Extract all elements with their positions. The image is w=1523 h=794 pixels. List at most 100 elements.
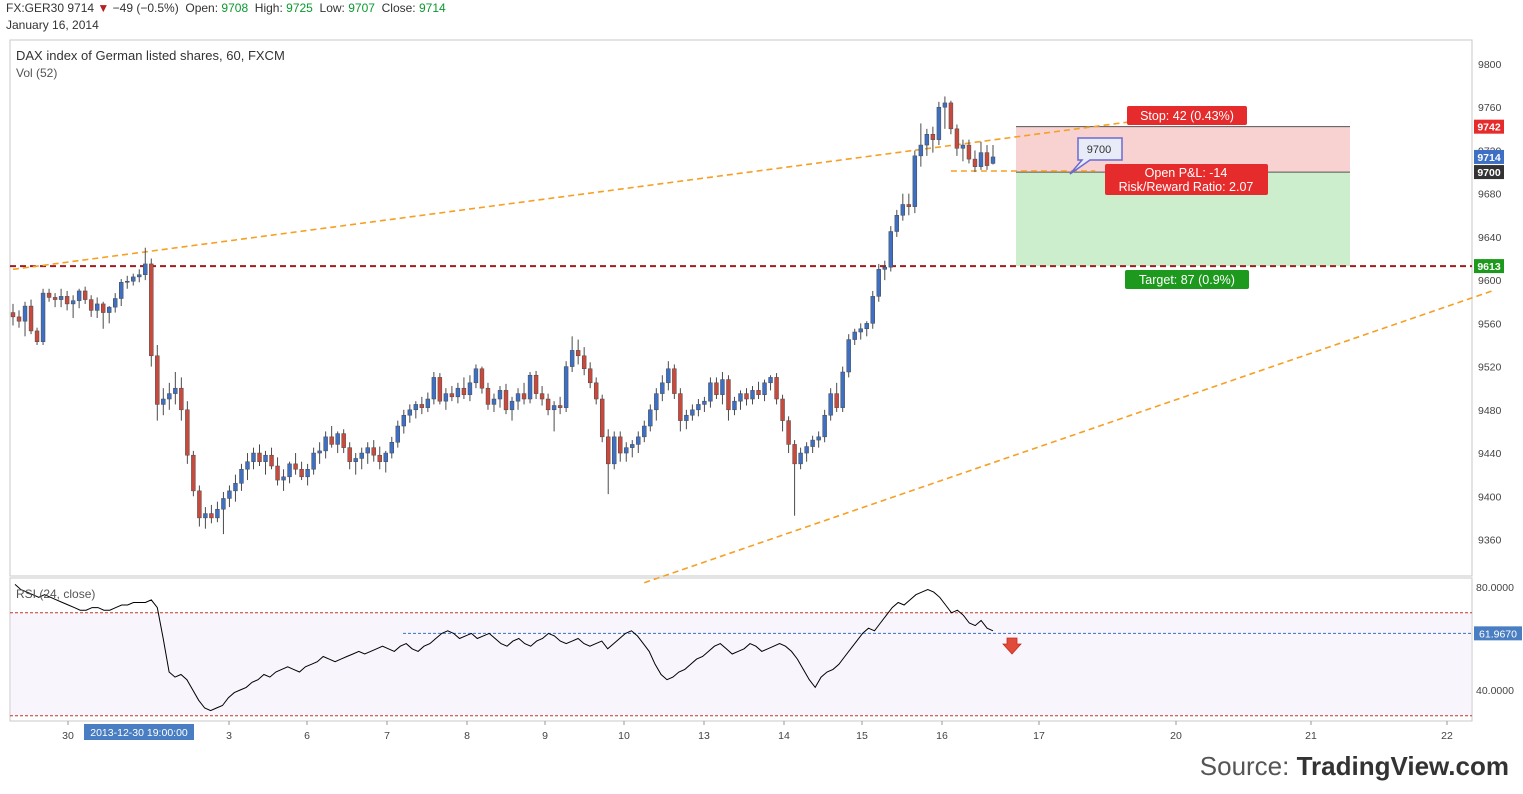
candle-body <box>846 339 851 373</box>
open-value: 9708 <box>221 1 249 15</box>
low-label: Low: <box>319 1 345 15</box>
time-tick-label: 21 <box>1305 730 1317 742</box>
candle-body <box>413 404 419 411</box>
rsi-last-label-box <box>1474 626 1522 641</box>
candle-body <box>948 102 954 130</box>
time-tick-label: 8 <box>464 730 470 742</box>
candle-body <box>106 306 112 313</box>
candle-body <box>197 490 202 519</box>
candle-body <box>557 405 563 408</box>
candle-body <box>936 106 942 140</box>
candle-body <box>587 368 593 384</box>
quote-date: January 16, 2014 <box>6 18 99 32</box>
candle-body <box>852 331 857 340</box>
candle-body <box>924 133 930 146</box>
price-tick-label: 9480 <box>1478 405 1502 417</box>
candle-body <box>455 387 461 398</box>
candle-body <box>762 382 767 395</box>
candle-body <box>894 215 900 232</box>
candle-body <box>275 465 280 481</box>
candle-body <box>563 366 569 408</box>
candle-body <box>70 300 76 305</box>
price-change: −49 (−0.5%) <box>112 1 179 15</box>
candle-body <box>593 382 599 400</box>
candle-body <box>870 296 875 324</box>
candle-body <box>660 382 665 394</box>
candle-body <box>648 409 653 427</box>
symbol-label[interactable]: FX:GER30 <box>6 1 65 15</box>
candle-body <box>708 382 713 402</box>
candle-body <box>64 296 70 305</box>
price-tick-label: 9360 <box>1478 535 1502 547</box>
candle-body <box>780 398 785 421</box>
candle-body <box>828 393 833 416</box>
candle-body <box>245 461 250 470</box>
chart-title: DAX index of German listed shares, 60, F… <box>16 48 285 63</box>
candle-body <box>317 450 322 454</box>
crosshair-time-badge <box>84 724 194 740</box>
trendline-1 <box>12 112 1192 271</box>
candle-body <box>425 398 431 408</box>
candle-body <box>930 133 936 140</box>
candle-body <box>281 476 286 481</box>
candle-body <box>864 323 869 330</box>
price-label-box <box>1474 149 1504 164</box>
candle-body <box>76 290 82 301</box>
candle-body <box>702 400 707 405</box>
candle-body <box>960 144 966 149</box>
price-tick-label: 9520 <box>1478 362 1502 374</box>
candle-body <box>353 458 358 462</box>
price-label: 9742 <box>1477 122 1501 134</box>
candle-body <box>696 404 701 411</box>
candle-body <box>966 144 972 160</box>
candle-body <box>816 436 821 441</box>
source-brand: TradingView.com <box>1296 751 1509 781</box>
candle-body <box>311 452 316 470</box>
time-tick-label: 20 <box>1170 730 1182 742</box>
candle-body <box>912 155 918 207</box>
candle-body <box>389 441 394 454</box>
candle-body <box>155 355 160 405</box>
candle-body <box>16 316 22 322</box>
open-label: Open: <box>185 1 219 15</box>
candle-body <box>972 158 978 167</box>
candle-body <box>612 436 617 465</box>
candle-body <box>227 490 232 499</box>
candle-body <box>287 463 292 478</box>
candle-body <box>10 312 16 318</box>
candle-body <box>792 444 797 465</box>
candle-body <box>624 447 629 454</box>
time-tick-label: 6 <box>304 730 310 742</box>
price-tick-label: 9400 <box>1478 491 1502 503</box>
candle-body <box>191 454 196 492</box>
candle-body <box>744 393 749 400</box>
candle-body <box>40 292 46 342</box>
candle-body <box>113 298 118 308</box>
down-arrow-icon: ▼ <box>97 1 110 15</box>
candle-body <box>305 469 310 478</box>
candle-body <box>774 377 779 400</box>
rsi-tick-label: 80.0000 <box>1476 582 1514 594</box>
high-value: 9725 <box>286 1 313 15</box>
candle-body <box>840 371 845 408</box>
candle-body <box>299 469 304 478</box>
candle-body <box>335 433 340 445</box>
candle-body <box>467 382 473 395</box>
candle-body <box>323 436 328 452</box>
candle-body <box>137 274 142 278</box>
candle-body <box>690 409 695 416</box>
candle-body <box>371 447 376 456</box>
candle-body <box>461 387 467 395</box>
candle-body <box>125 280 130 283</box>
price-tick-label: 9600 <box>1478 275 1502 287</box>
candle-body <box>119 282 124 299</box>
candle-body <box>654 393 659 411</box>
candle-body <box>437 377 443 402</box>
rsi-tick-label: 40.0000 <box>1476 685 1514 697</box>
candle-body <box>46 292 52 298</box>
source-credit: Source: TradingView.com <box>1200 751 1509 782</box>
candle-body <box>581 355 587 370</box>
candle-body <box>491 398 497 405</box>
candle-body <box>22 305 28 322</box>
